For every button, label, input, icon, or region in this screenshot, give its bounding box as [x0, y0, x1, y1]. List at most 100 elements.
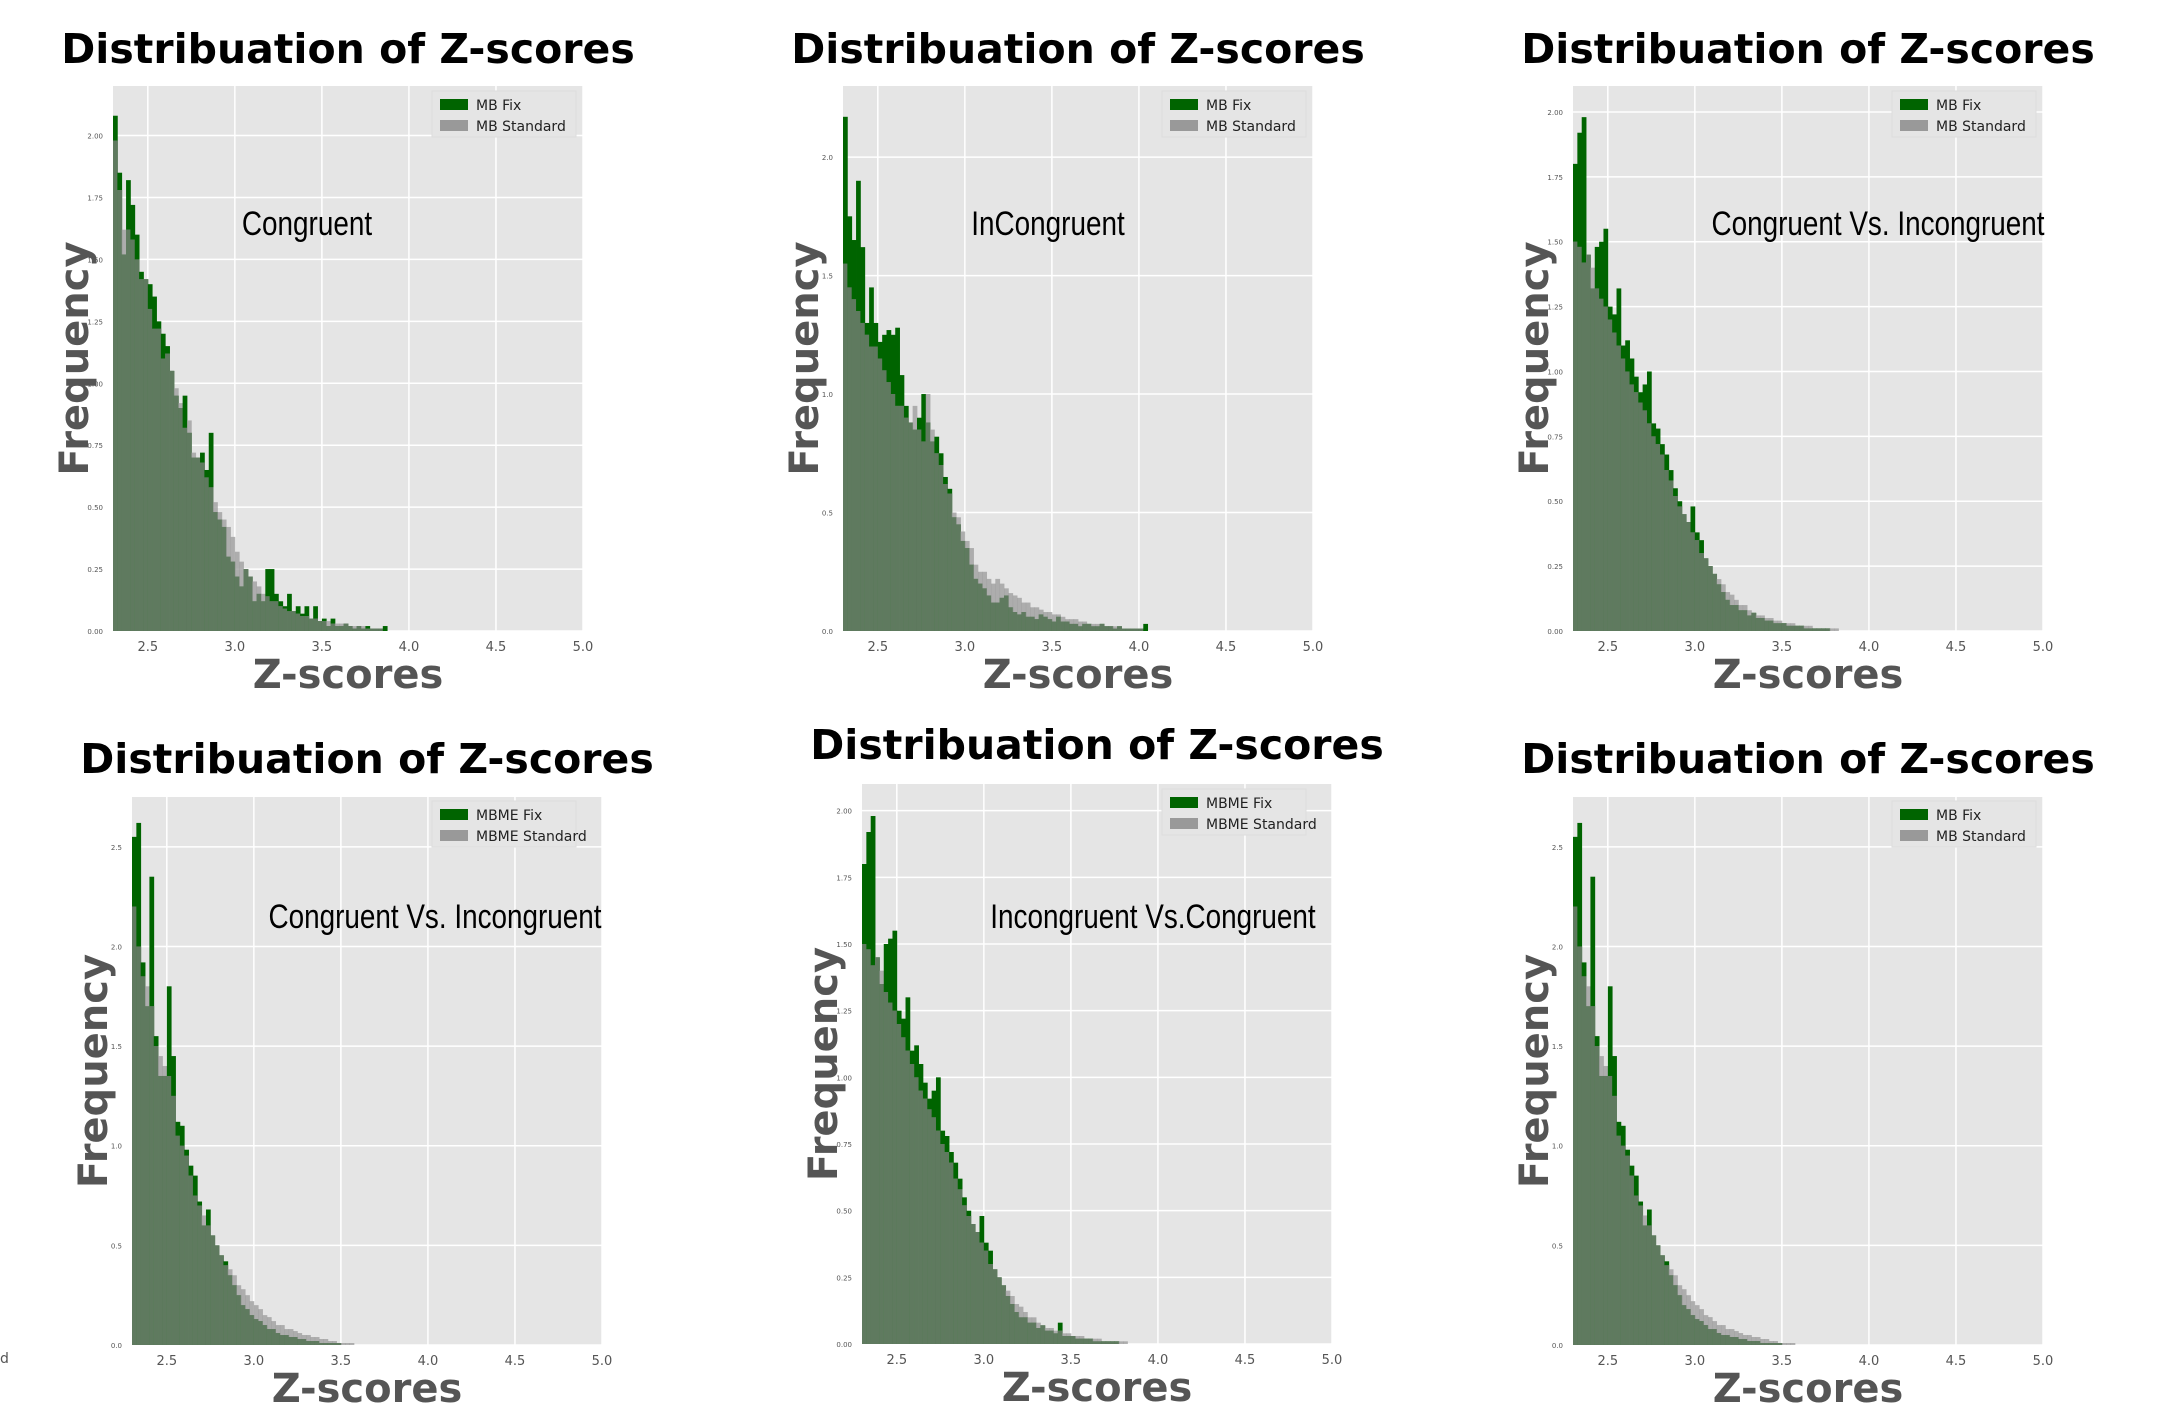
- bar-mbme-standard: [340, 1343, 346, 1345]
- y-tick-label: 0.25: [1547, 563, 1563, 571]
- bar-mbme-standard: [319, 1339, 324, 1345]
- bar-overlap: [1816, 628, 1822, 631]
- bar-overlap: [982, 588, 988, 631]
- y-tick-label: 1.0: [822, 391, 833, 399]
- bar-overlap: [208, 487, 214, 631]
- bar-overlap: [1053, 1333, 1059, 1344]
- y-tick-label: 1.75: [1547, 174, 1563, 182]
- x-tick-label: 4.5: [486, 640, 507, 655]
- y-tick-label: 1.75: [87, 194, 103, 202]
- bar-overlap: [1690, 532, 1696, 631]
- bar-overlap: [930, 441, 935, 631]
- bar-overlap: [284, 1335, 290, 1345]
- bar-overlap: [1134, 628, 1140, 631]
- bar-overlap: [178, 408, 184, 631]
- bar-overlap: [909, 1064, 915, 1344]
- annotation-text: Congruent: [242, 204, 372, 242]
- legend-swatch: [1170, 797, 1198, 808]
- x-tick-label: 4.5: [1235, 1353, 1256, 1368]
- bar-overlap: [1694, 540, 1700, 631]
- bar-overlap: [278, 606, 284, 631]
- bar-overlap: [903, 417, 909, 631]
- bar-overlap: [334, 626, 340, 631]
- bar-overlap: [301, 1339, 307, 1345]
- bar-overlap: [1768, 620, 1774, 631]
- bar-overlap: [1070, 1336, 1076, 1344]
- bar-overlap: [983, 1250, 989, 1344]
- bar-overlap: [988, 1264, 993, 1344]
- bar-overlap: [1703, 558, 1709, 631]
- x-axis-label: Z-scores: [1002, 1365, 1193, 1404]
- bar-overlap: [940, 1144, 946, 1344]
- y-tick-label: 0.00: [836, 1341, 852, 1349]
- bar-overlap: [1712, 573, 1718, 631]
- bar-mb-fix: [382, 626, 388, 631]
- bar-overlap: [134, 259, 140, 631]
- histogram-bars: [862, 816, 1128, 1344]
- bar-overlap: [1086, 623, 1092, 631]
- bar-overlap: [275, 1333, 281, 1345]
- legend-swatch: [1900, 99, 1928, 110]
- bar-overlap: [1014, 1312, 1020, 1344]
- bar-overlap: [287, 611, 292, 631]
- y-tick-label: 1.50: [836, 941, 852, 949]
- annotation-text: Incongruent Vs.Congruent: [990, 897, 1316, 935]
- y-tick-label: 1.50: [1547, 239, 1563, 247]
- bar-overlap: [236, 1295, 242, 1345]
- bar-overlap: [230, 561, 236, 631]
- bar-overlap: [1712, 1329, 1718, 1345]
- bar-overlap: [995, 602, 1001, 631]
- bar-overlap: [1581, 262, 1587, 631]
- bar-overlap: [1716, 1333, 1722, 1345]
- bar-overlap: [1573, 241, 1578, 631]
- x-tick-label: 5.0: [592, 1354, 613, 1369]
- subplot-4: 2.5 3.0 3.5 4.0 4.5 5.0 0.0 0.5 1.0 1.5 2.0 2.5 Dist…: [71, 735, 654, 1404]
- bar-overlap: [153, 1046, 159, 1345]
- bar-overlap: [1633, 1195, 1639, 1345]
- y-tick-label: 0.25: [836, 1274, 852, 1282]
- bar-overlap: [1078, 626, 1083, 631]
- x-tick-label: 5.0: [2033, 1354, 2054, 1369]
- bar-overlap: [295, 613, 301, 631]
- chart-title: Distribuation of Z-scores: [1521, 25, 2094, 73]
- bar-mbme-standard: [1097, 1338, 1102, 1344]
- bar-overlap: [1681, 1305, 1687, 1345]
- bar-overlap: [1629, 384, 1635, 631]
- bar-overlap: [143, 279, 149, 631]
- x-tick-label: 3.0: [225, 640, 246, 655]
- subplot-5: 2.5 3.0 3.5 4.0 4.5 5.0 0.00 0.25 0.50 0.75 1.00 1.…: [801, 721, 1384, 1404]
- legend-label: MBME Fix: [1206, 796, 1272, 812]
- bar-overlap: [1603, 1075, 1609, 1345]
- bar-overlap: [192, 1195, 198, 1345]
- bar-overlap: [339, 626, 345, 631]
- y-tick-label: 0.75: [836, 1141, 852, 1149]
- annotation-text: InCongruent: [971, 204, 1125, 242]
- bar-overlap: [260, 601, 266, 631]
- bar-overlap: [369, 628, 375, 631]
- bar-overlap: [856, 311, 861, 631]
- x-tick-label: 3.5: [1772, 640, 1793, 655]
- bar-overlap: [1716, 584, 1722, 631]
- bar-overlap: [226, 556, 231, 631]
- bar-overlap: [931, 1117, 937, 1344]
- bar-overlap: [883, 992, 889, 1344]
- bar-overlap: [969, 564, 974, 631]
- legend-swatch: [440, 120, 468, 131]
- bar-overlap: [1799, 625, 1805, 631]
- x-tick-label: 3.0: [955, 640, 976, 655]
- x-tick-label: 4.5: [1216, 640, 1237, 655]
- bar-overlap: [191, 457, 197, 631]
- bar-overlap: [1069, 623, 1075, 631]
- x-tick-label: 4.0: [1859, 1354, 1880, 1369]
- bar-overlap: [943, 484, 948, 631]
- x-axis-label: Z-scores: [272, 1366, 463, 1404]
- bar-overlap: [1646, 423, 1652, 631]
- bar-overlap: [1729, 1337, 1735, 1345]
- y-tick-label: 1.50: [87, 256, 103, 264]
- bar-overlap: [1720, 1335, 1726, 1345]
- bar-overlap: [1760, 1343, 1765, 1345]
- bar-mbme-standard: [306, 1335, 311, 1345]
- bar-overlap: [1707, 566, 1713, 631]
- bar-overlap: [1707, 1329, 1713, 1345]
